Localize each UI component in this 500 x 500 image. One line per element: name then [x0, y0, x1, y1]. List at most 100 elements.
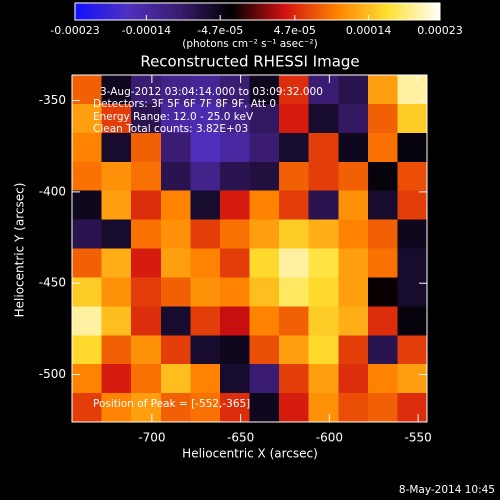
heat-cell: [249, 248, 280, 278]
annotation: Clean Total counts: 3.82E+03: [93, 123, 248, 135]
heat-cell: [190, 219, 221, 249]
heat-cell: [190, 248, 221, 278]
heat-cell: [249, 393, 280, 423]
footer: 8-May-2014 10:45: [399, 484, 495, 496]
heat-cell: [279, 248, 310, 278]
heat-cell: [190, 75, 221, 105]
heat-cell: [101, 161, 132, 192]
heat-cell: [131, 248, 162, 278]
heat-cell: [101, 248, 132, 278]
heat-cell: [101, 103, 132, 134]
annotation: Position of Peak = [-552,-365]: [93, 398, 250, 410]
heat-cell: [338, 335, 369, 365]
heat-cell: [397, 364, 428, 394]
heat-cell: [72, 132, 103, 163]
overlay: [71, 74, 428, 423]
heat-cell: [160, 393, 191, 423]
heat-cell: [219, 335, 250, 365]
heat-cell: [190, 364, 221, 394]
heat-cell: [249, 190, 280, 221]
heat-cell: [72, 335, 103, 365]
x-tick-label: -700: [138, 431, 165, 445]
heat-cell: [397, 132, 428, 163]
heat-cell: [338, 190, 369, 221]
x-axis-label: Heliocentric X (arcsec): [182, 447, 318, 461]
y-axis-label: Heliocentric Y (arcsec): [13, 183, 27, 318]
heat-cell: [249, 335, 280, 365]
heat-cell: [397, 248, 428, 278]
heat-cell: [160, 335, 191, 365]
colorbar-label: (photons cm⁻² s⁻¹ asec⁻²): [182, 38, 317, 50]
heat-cell: [397, 161, 428, 192]
heat-cell: [249, 364, 280, 394]
colorbar-tick-label: 0.00014: [346, 24, 392, 37]
heat-cell: [131, 75, 162, 105]
heat-cell: [367, 277, 398, 307]
heat-cell: [367, 248, 398, 278]
heat-cell: [308, 103, 339, 134]
x-tick-label: -600: [316, 431, 343, 445]
heat-cell: [279, 277, 310, 307]
chart-title: Reconstructed RHESSI Image: [140, 53, 359, 71]
heat-cell: [367, 103, 398, 134]
heat-cell: [219, 132, 250, 163]
y-tick-label: -350: [39, 93, 66, 107]
heat-cell: [219, 190, 250, 221]
heat-cell: [72, 364, 103, 394]
y-tick-label: -400: [39, 184, 66, 198]
heat-cell: [160, 306, 191, 336]
heat-cell: [367, 393, 398, 423]
heat-cell: [101, 132, 132, 163]
heat-cell: [190, 103, 221, 134]
heat-cell: [397, 219, 428, 249]
heat-cell: [279, 219, 310, 249]
heat-cell: [219, 393, 250, 423]
heat-cell: [219, 219, 250, 249]
heat-cell: [279, 335, 310, 365]
heat-cell: [338, 306, 369, 336]
heat-cell: [367, 190, 398, 221]
heat-cell: [397, 393, 428, 423]
heat-cell: [249, 219, 280, 249]
heat-cell: [101, 190, 132, 221]
heat-cell: [72, 219, 103, 249]
heat-cell: [219, 277, 250, 307]
heat-cell: [308, 335, 339, 365]
heat-cell: [397, 306, 428, 336]
heat-cell: [367, 335, 398, 365]
heat-cell: [160, 364, 191, 394]
heat-cell: [72, 190, 103, 221]
heat-cell: [72, 248, 103, 278]
heat-cell: [279, 190, 310, 221]
heat-cell: [308, 75, 339, 105]
heat-cell: [160, 132, 191, 163]
heat-cell: [338, 248, 369, 278]
heat-cell: [131, 306, 162, 336]
heat-cell: [338, 132, 369, 163]
heat-cell: [101, 393, 132, 423]
heat-cell: [160, 277, 191, 307]
heat-cell: [160, 161, 191, 192]
heat-cell: [249, 103, 280, 134]
heat-cell: [279, 393, 310, 423]
heat-cell: [308, 277, 339, 307]
heat-cell: [367, 219, 398, 249]
heat-cell: [101, 219, 132, 249]
heat-cell: [101, 335, 132, 365]
heat-cell: [279, 161, 310, 192]
heat-cell: [160, 75, 191, 105]
heat-cell: [101, 277, 132, 307]
heat-cell: [190, 190, 221, 221]
heat-cell: [160, 190, 191, 221]
heat-cell: [101, 75, 132, 105]
annotation: Detectors: 3F 5F 6F 7F 8F 9F, Att 0: [93, 98, 276, 110]
heat-cell: [397, 335, 428, 365]
colorbar-tick-label: -4.7e-05: [197, 24, 243, 37]
heat-cell: [338, 219, 369, 249]
heat-cell: [72, 103, 103, 134]
heat-cell: [338, 364, 369, 394]
annotation: Energy Range: 12.0 - 25.0 keV: [93, 111, 254, 123]
heat-cell: [338, 393, 369, 423]
annotation: 3-Aug-2012 03:04:14.000 to 03:09:32.000: [100, 86, 323, 98]
heat-cell: [367, 364, 398, 394]
